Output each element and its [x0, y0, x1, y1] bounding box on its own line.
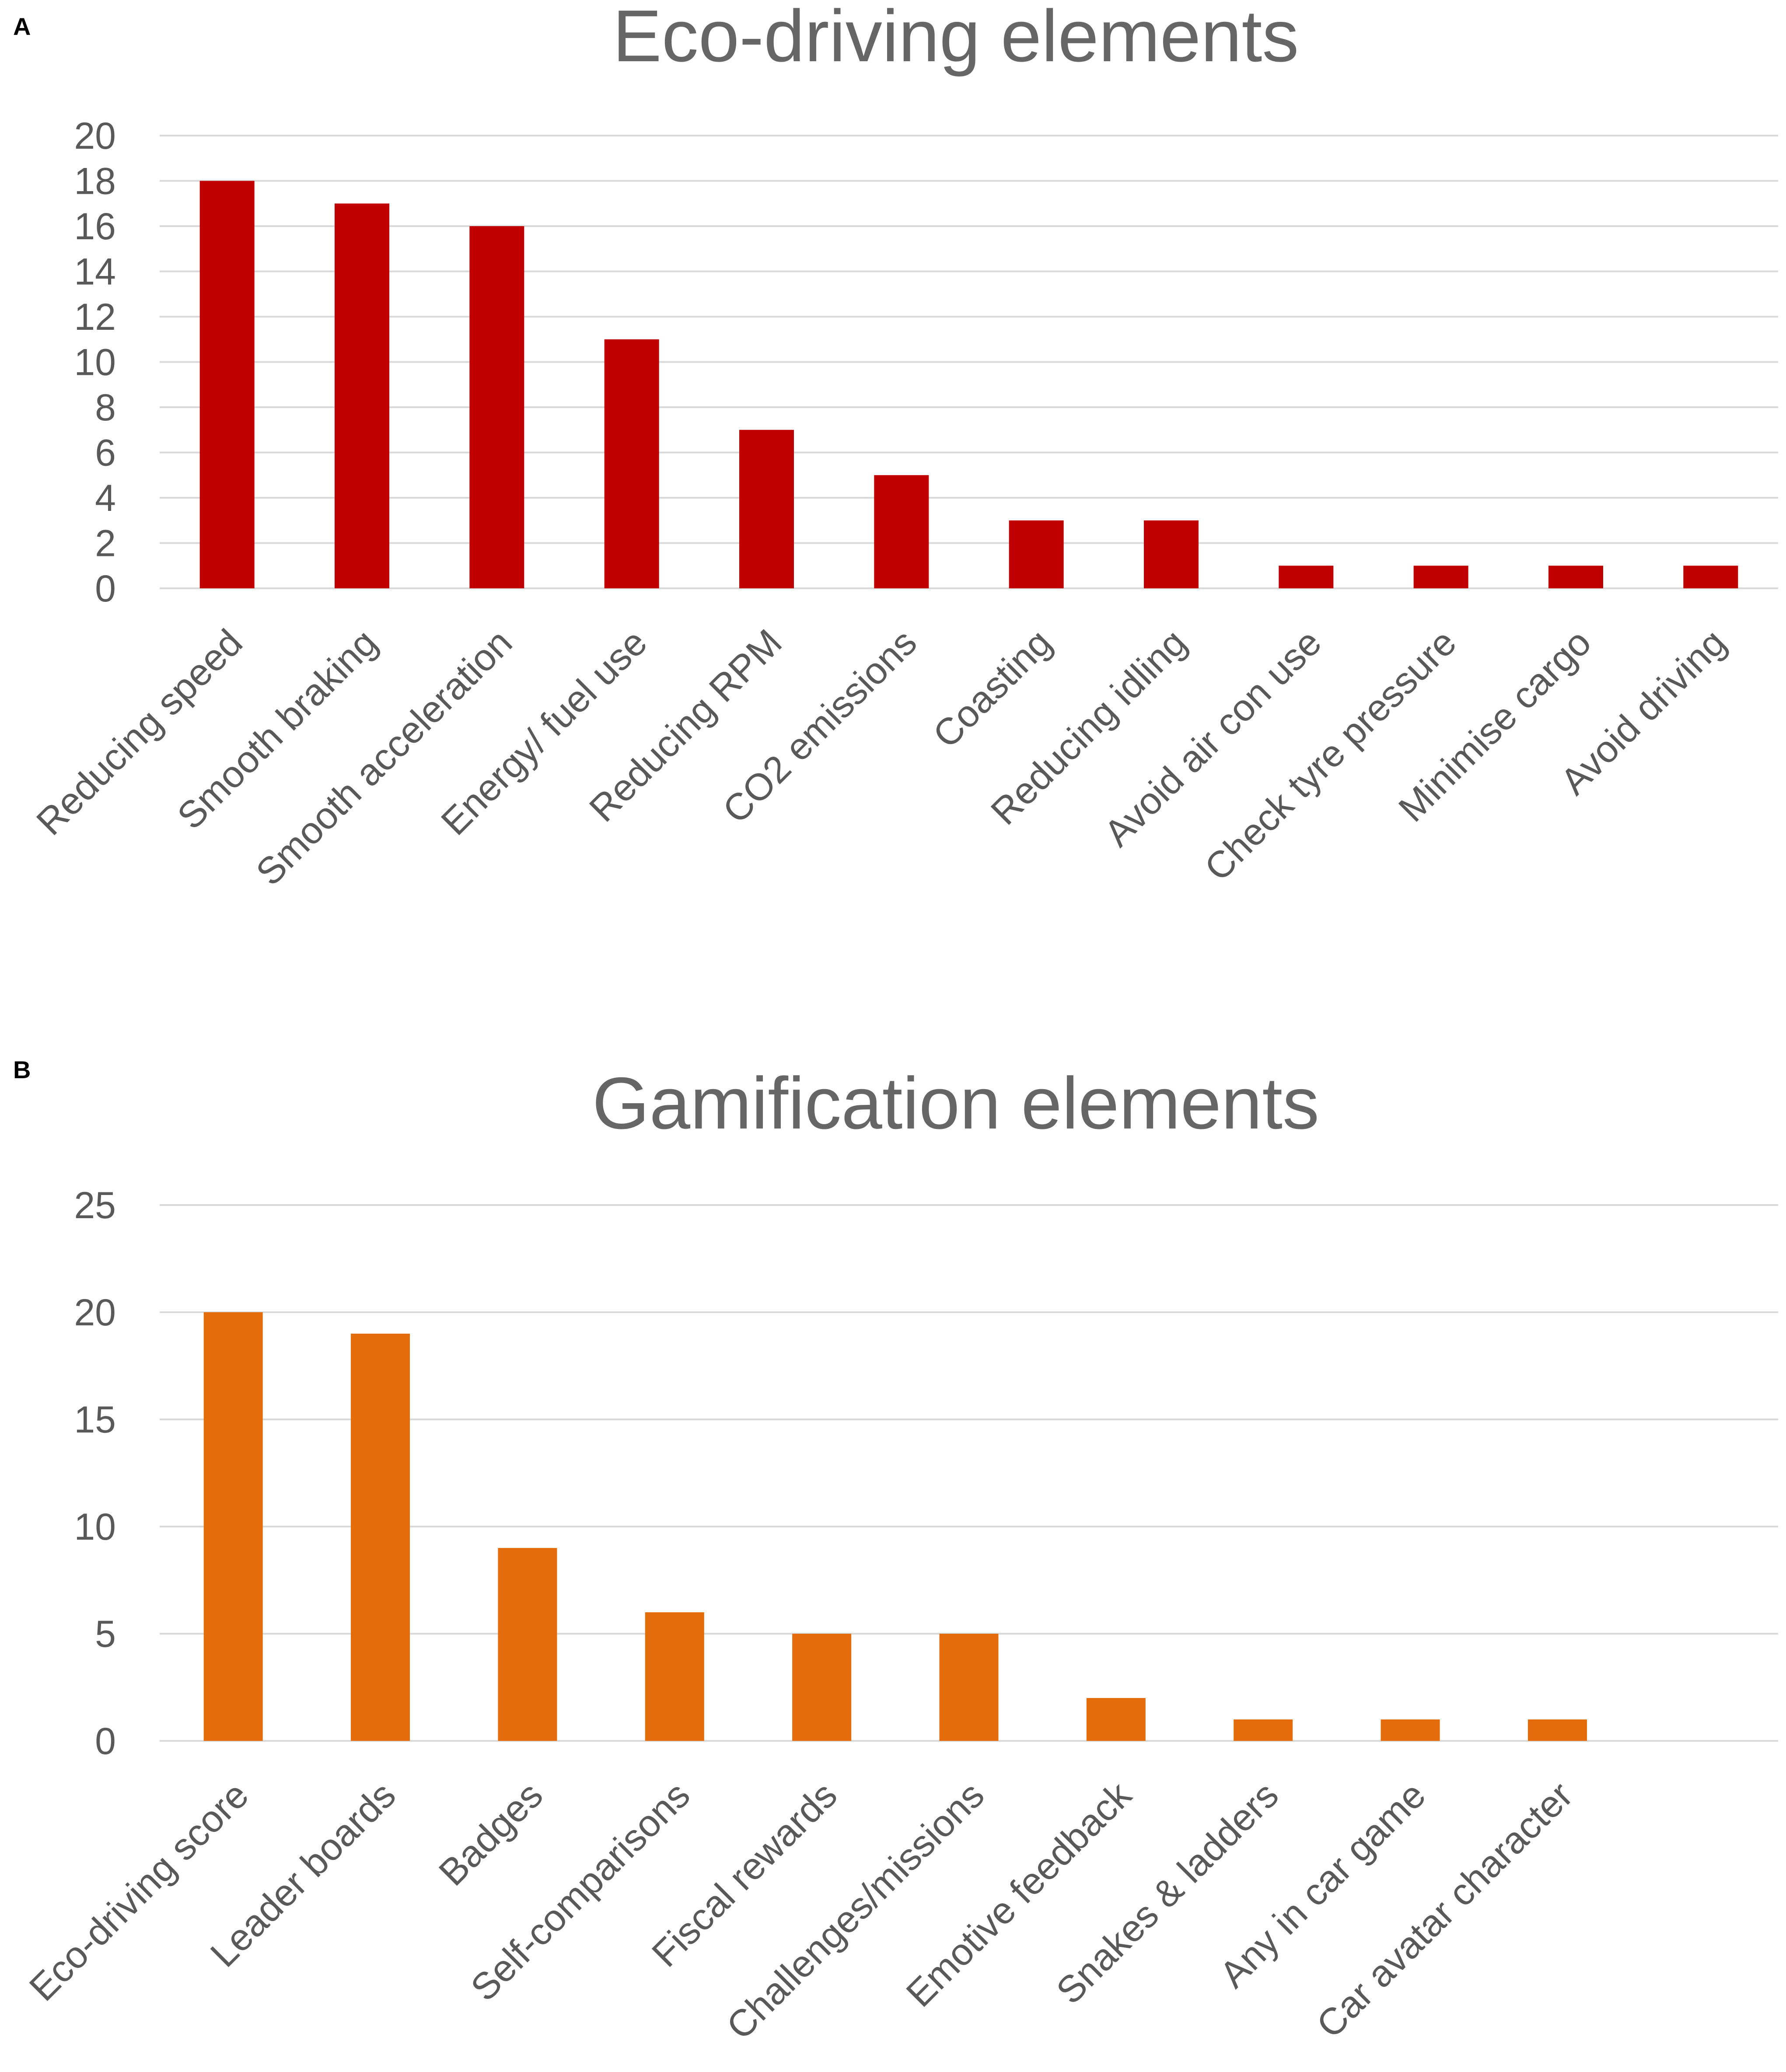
bar-a-7 [1009, 520, 1064, 588]
panel-b: B Gamification elements 0 5 10 15 20 25 Eco-d… [13, 1056, 1778, 2048]
x-tick-label-b-1: Eco-driving score [21, 1774, 257, 2009]
y-tick-label-b-20: 20 [74, 1292, 116, 1334]
x-tick-label-a-3: Smooth acceleration [248, 622, 520, 894]
bar-b-5 [792, 1634, 852, 1741]
x-tick-label-a-10: Check tyre pressure [1197, 622, 1464, 889]
y-tick-label-a-14: 14 [74, 251, 116, 293]
y-tick-label-a-2: 2 [95, 523, 116, 565]
bar-b-4 [645, 1612, 704, 1741]
y-tick-label-a-0: 0 [95, 568, 116, 610]
y-tick-label-a-6: 6 [95, 432, 116, 474]
y-tick-label-a-16: 16 [74, 206, 116, 248]
chart-title-gamification: Gamification elements [592, 1062, 1319, 1144]
bar-b-7 [1086, 1698, 1146, 1741]
bar-b-2 [351, 1334, 410, 1741]
y-tick-label-a-8: 8 [95, 387, 116, 429]
bar-a-8 [1144, 520, 1199, 588]
panel-letter-b: B [13, 1056, 31, 1083]
bar-b-9 [1381, 1719, 1440, 1741]
y-tick-label-b-10: 10 [74, 1506, 116, 1548]
x-tick-label-a-7: Coasting [925, 622, 1060, 756]
bar-a-2 [335, 203, 389, 588]
bars-b [203, 1312, 1587, 1741]
bar-a-4 [604, 339, 659, 588]
y-tick-label-b-15: 15 [74, 1399, 116, 1441]
bar-a-5 [739, 430, 794, 588]
bar-a-6 [874, 475, 929, 588]
bar-a-11 [1548, 566, 1603, 588]
bar-b-1 [203, 1312, 263, 1741]
bar-a-12 [1683, 566, 1738, 588]
panel-a: A Eco-driving elements 02468101214161820… [13, 0, 1778, 894]
y-tick-label-b-25: 25 [74, 1184, 116, 1226]
y-tick-label-a-4: 4 [95, 477, 116, 519]
bar-b-3 [498, 1548, 557, 1741]
bar-a-3 [469, 226, 524, 588]
chart-title-eco-driving: Eco-driving elements [613, 0, 1299, 77]
x-tick-label-b-6: Challenges/missions [719, 1774, 993, 2048]
x-tick-label-b-10: Car avatar character [1309, 1774, 1581, 2046]
bar-a-9 [1279, 566, 1334, 588]
bars-a [199, 181, 1738, 588]
grid-a [160, 135, 1778, 589]
y-tick-label-a-18: 18 [74, 161, 116, 203]
y-tick-label-a-20: 20 [74, 115, 116, 157]
bar-a-1 [199, 181, 255, 588]
bar-b-6 [939, 1634, 999, 1741]
x-tick-label-b-3: Badges [431, 1774, 551, 1894]
y-tick-label-a-10: 10 [74, 342, 116, 384]
y-tick-label-b-0: 0 [95, 1720, 116, 1762]
y-tick-label-a-12: 12 [74, 296, 116, 338]
y-tick-label-b-5: 5 [95, 1613, 116, 1655]
bar-b-10 [1527, 1719, 1587, 1741]
y-axis-b: 0 5 10 15 20 25 [74, 1184, 116, 1762]
bar-a-10 [1413, 566, 1468, 588]
bar-b-8 [1234, 1719, 1293, 1741]
panel-letter-a: A [13, 13, 31, 40]
